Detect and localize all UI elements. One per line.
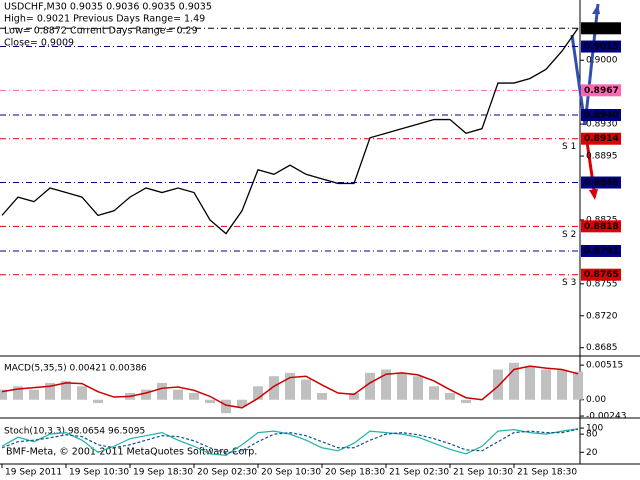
macd-bar	[493, 369, 503, 400]
macd-bar	[317, 393, 327, 400]
price-tag	[581, 22, 621, 35]
price-tag	[581, 268, 621, 281]
macd-bar	[365, 372, 375, 400]
macd-bar	[221, 399, 231, 414]
header-line: High= 0.9021 Previous Days Range= 1.49	[4, 14, 205, 25]
price-tag	[581, 108, 621, 121]
macd-bar	[189, 393, 199, 400]
macd-bar	[237, 399, 247, 407]
panel-title: Stoch(10,3,3) 98.0654 96.5095	[4, 427, 145, 437]
header-line: USDCHF,M30 0.9035 0.9036 0.9035 0.9035	[4, 2, 212, 13]
copyright: BMF-Meta, © 2001-2011 MetaQuotes Softwar…	[6, 447, 257, 458]
price-tag	[581, 132, 621, 145]
y-tick-label: 0.8685	[586, 343, 618, 353]
panel-title: MACD(5,35,5) 0.00421 0.00386	[4, 364, 147, 374]
macd-bar	[77, 386, 87, 400]
header-line: Close= 0.9009	[4, 38, 74, 49]
macd-bar	[461, 399, 471, 404]
x-tick-label: 19 Sep 2011	[5, 468, 62, 478]
macd-bar	[93, 399, 103, 404]
y-tick-label: 0.8720	[586, 311, 618, 321]
y-tick-label: 0.8755	[586, 279, 618, 289]
macd-bar	[157, 382, 167, 400]
macd-bar	[45, 382, 55, 400]
x-tick-label: 21 Sep 02:30	[389, 468, 449, 478]
macd-bar	[445, 393, 455, 400]
macd-bar	[541, 369, 551, 400]
price-tag-label: 0.8818	[584, 222, 619, 232]
price-tag-label: 0.8866	[584, 178, 619, 188]
stoch-line	[1, 428, 579, 454]
macd-bar	[509, 362, 519, 400]
y-tick-label: 0.00515	[586, 361, 623, 371]
macd-bar	[173, 389, 183, 400]
x-tick-label: 20 Sep 18:30	[325, 468, 385, 478]
macd-bar	[557, 369, 567, 400]
level-note: S 2	[562, 230, 576, 240]
x-tick-label: 21 Sep 10:30	[453, 468, 513, 478]
header-line: Low= 0.8872 Current Days Range= 0.29	[4, 26, 198, 37]
macd-bar	[205, 399, 215, 404]
x-tick-label: 19 Sep 18:30	[133, 468, 193, 478]
price-tag-label: 0.8967	[584, 86, 619, 96]
price-tag-label: 0.8940	[584, 110, 619, 120]
level-note: S 3	[562, 278, 576, 288]
price-tag-label: 0.9015	[584, 42, 619, 52]
y-tick-label: 0.9000	[586, 56, 618, 66]
price-tag	[581, 84, 621, 97]
macd-bar	[29, 389, 39, 400]
arrow-head	[589, 189, 598, 200]
price-tag	[581, 176, 621, 189]
y-tick-label: 80	[586, 430, 598, 440]
price-tag-label: 0.8791	[584, 246, 619, 256]
price-tag	[581, 220, 621, 233]
x-tick-label: 21 Sep 18:30	[517, 468, 577, 478]
x-tick-label: 19 Sep 10:30	[69, 468, 129, 478]
macd-bar	[269, 376, 279, 400]
stoch-line	[1, 428, 579, 456]
arrow-head	[592, 4, 600, 14]
macd-bar	[573, 371, 583, 400]
macd-bar	[381, 369, 391, 400]
level-note: S 1	[562, 142, 576, 152]
macd-bar	[429, 386, 439, 400]
macd-bar	[141, 389, 151, 400]
price-tag-label: 0.8765	[584, 270, 619, 280]
macd-bar	[349, 393, 359, 400]
macd-bar	[13, 386, 23, 400]
y-tick-label: -0.00243	[586, 412, 626, 422]
macd-bar	[525, 366, 535, 400]
price-tag	[581, 244, 621, 257]
macd-bar	[397, 372, 407, 400]
y-tick-label: 0.8895	[586, 152, 618, 162]
y-tick-label: 0.8930	[586, 120, 618, 130]
macd-bar	[301, 379, 311, 400]
price-tag-label: 0.8914	[584, 134, 619, 144]
x-tick-label: 20 Sep 02:30	[197, 468, 257, 478]
y-tick-label: 20	[586, 448, 598, 458]
macd-bar	[61, 380, 71, 400]
price-tag	[581, 40, 621, 53]
price-tag-label: 0.9035	[584, 24, 619, 34]
macd-bar	[285, 372, 295, 400]
price-line	[1, 27, 579, 235]
y-tick-label: 100	[586, 424, 603, 434]
macd-bar	[253, 386, 263, 400]
x-tick-label: 20 Sep 10:30	[261, 468, 321, 478]
y-tick-label: 0.00	[586, 395, 606, 405]
macd-bar	[0, 389, 7, 400]
macd-bar	[413, 376, 423, 400]
signal-line	[1, 365, 579, 409]
